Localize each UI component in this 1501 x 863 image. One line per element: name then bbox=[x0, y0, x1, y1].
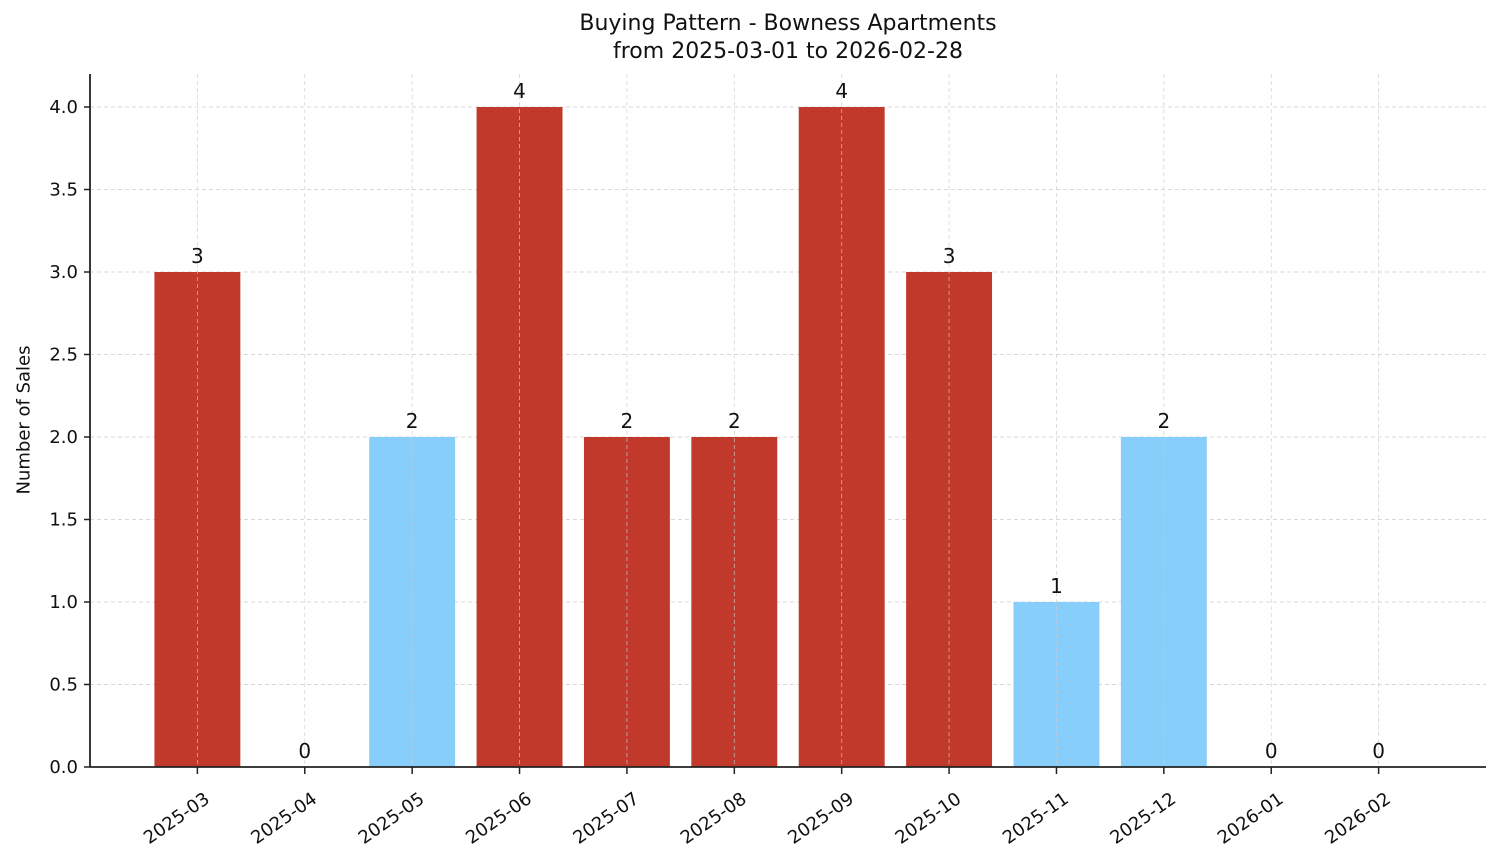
vertical-grid-lines bbox=[196, 74, 1380, 767]
data-label: 4 bbox=[513, 79, 526, 103]
x-tick-label: 2025-12 bbox=[1106, 788, 1180, 848]
data-label: 3 bbox=[943, 244, 956, 268]
x-tick-label: 2025-09 bbox=[784, 788, 858, 848]
data-label: 2 bbox=[728, 409, 741, 433]
x-tick-label: 2025-03 bbox=[140, 788, 214, 848]
y-tick-label: 4.0 bbox=[49, 97, 78, 118]
chart-title-main: Buying Pattern - Bowness Apartments bbox=[579, 11, 997, 36]
x-tick-label: 2026-01 bbox=[1214, 788, 1288, 848]
y-tick-label: 0.0 bbox=[49, 757, 78, 778]
y-tick-label: 3.0 bbox=[49, 262, 78, 283]
x-tick-label: 2025-11 bbox=[999, 788, 1073, 848]
data-label: 2 bbox=[621, 409, 634, 433]
x-tick-label: 2025-04 bbox=[247, 788, 321, 848]
x-tick-label: 2025-07 bbox=[569, 788, 643, 848]
x-tick-label: 2025-06 bbox=[462, 788, 536, 848]
data-label: 1 bbox=[1050, 574, 1063, 598]
y-tick-label: 1.5 bbox=[49, 510, 78, 531]
y-tick-label: 2.5 bbox=[49, 345, 78, 366]
data-label: 3 bbox=[191, 244, 204, 268]
x-tick-label: 2025-10 bbox=[892, 788, 966, 848]
data-label: 4 bbox=[835, 79, 848, 103]
x-tick-label: 2025-08 bbox=[677, 788, 751, 848]
data-label: 0 bbox=[1372, 739, 1385, 763]
y-tick-label: 3.5 bbox=[49, 180, 78, 201]
data-label: 0 bbox=[298, 739, 311, 763]
x-tick-label: 2025-05 bbox=[355, 788, 429, 848]
y-tick-label: 2.0 bbox=[49, 427, 78, 448]
data-label: 2 bbox=[406, 409, 419, 433]
data-label: 0 bbox=[1265, 739, 1278, 763]
x-tick-label: 2026-02 bbox=[1321, 788, 1395, 848]
data-labels: 3 0 2 4 2 2 4 3 1 2 0 0 bbox=[191, 79, 1385, 763]
grid-lines bbox=[90, 106, 1486, 685]
chart-title: Buying Pattern - Bowness Apartments from… bbox=[90, 10, 1486, 66]
y-tick-label: 0.5 bbox=[49, 675, 78, 696]
y-tick-label: 1.0 bbox=[49, 592, 78, 613]
bar-2025-09 bbox=[798, 107, 885, 767]
chart-subtitle: from 2025-03-01 to 2026-02-28 bbox=[613, 39, 963, 64]
data-label: 2 bbox=[1157, 409, 1170, 433]
bar-2025-06 bbox=[476, 107, 563, 767]
